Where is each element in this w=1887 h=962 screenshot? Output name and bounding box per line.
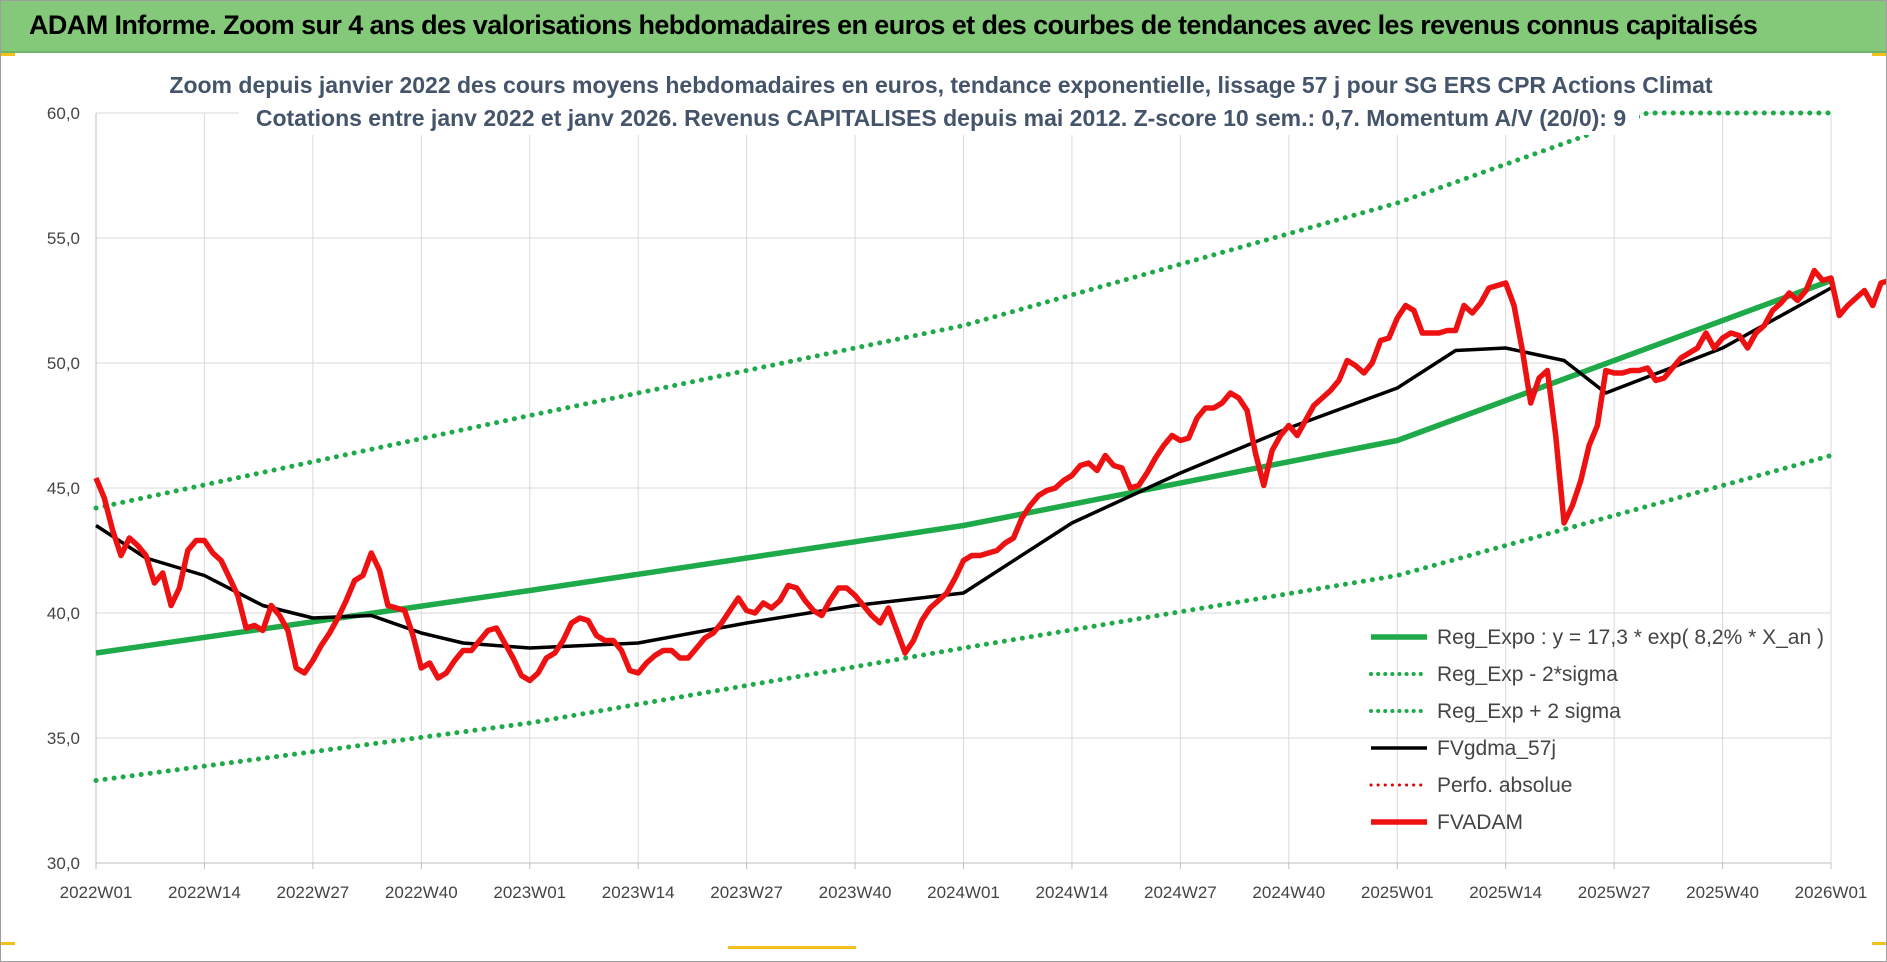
legend-label: FVgdma_57j	[1437, 737, 1556, 760]
axis-labels: 30,0 35,0 40,0 45,0 50,0 55,0 60,0 2022W01 2022W…	[47, 104, 1867, 902]
series-layer	[93, 110, 1886, 783]
bottom-mark	[728, 946, 856, 949]
grid-lines	[95, 112, 1832, 869]
x-tick-label: 2025W14	[1469, 883, 1542, 902]
chart-title-line2: Cotations entre janv 2022 et janv 2026. …	[256, 105, 1626, 131]
x-tick-label: 2023W27	[710, 883, 783, 902]
x-tick-label: 2025W01	[1361, 883, 1434, 902]
x-tick-label: 2024W01	[927, 883, 1000, 902]
x-tick-label: 2025W40	[1686, 883, 1759, 902]
x-tick-label: 2024W40	[1252, 883, 1325, 902]
x-tick-label: 2022W27	[276, 883, 349, 902]
x-tick-label: 2024W14	[1036, 883, 1109, 902]
corner-mark	[1872, 942, 1886, 945]
corner-mark	[1872, 53, 1886, 56]
x-tick-label: 2022W01	[60, 883, 133, 902]
x-tick-label: 2024W27	[1144, 883, 1217, 902]
series-line-reg-exp-2-sigma	[93, 110, 1834, 511]
x-tick-label: 2023W01	[493, 883, 566, 902]
banner-title: ADAM Informe. Zoom sur 4 ans des valoris…	[29, 10, 1758, 40]
y-tick-label: 45,0	[47, 479, 80, 498]
x-tick-label: 2023W40	[819, 883, 892, 902]
x-tick-label: 2022W14	[168, 883, 241, 902]
legend-label: Reg_Exp - 2*sigma	[1437, 663, 1618, 686]
legend: Reg_Expo : y = 17,3 * exp( 8,2% * X_an )…	[1369, 626, 1824, 834]
title-banner: ADAM Informe. Zoom sur 4 ans des valoris…	[1, 1, 1886, 53]
series-line-fvadam	[93, 267, 1886, 684]
y-tick-label: 40,0	[47, 604, 80, 623]
legend-label: Perfo. absolue	[1437, 774, 1572, 797]
series-line-reg-expo-y-17-3-exp-8-2-x-an	[95, 277, 1832, 656]
y-tick-label: 60,0	[47, 104, 80, 123]
y-tick-label: 55,0	[47, 229, 80, 248]
y-tick-label: 50,0	[47, 354, 80, 373]
legend-label: Reg_Exp + 2 sigma	[1437, 700, 1621, 723]
x-tick-label: 2022W40	[385, 883, 458, 902]
y-tick-label: 35,0	[47, 729, 80, 748]
legend-label: Reg_Expo : y = 17,3 * exp( 8,2% * X_an )	[1437, 626, 1824, 649]
x-tick-label: 2025W27	[1578, 883, 1651, 902]
legend-label: FVADAM	[1437, 811, 1523, 834]
corner-mark	[1, 942, 15, 945]
corner-mark	[1, 53, 15, 56]
chart-title-line1: Zoom depuis janvier 2022 des cours moyen…	[169, 72, 1713, 98]
chart-area: 30,0 35,0 40,0 45,0 50,0 55,0 60,0 2022W01 2022W…	[47, 63, 1886, 902]
x-tick-label: 2026W01	[1795, 883, 1868, 902]
series-line-reg-exp-2-sigma	[93, 453, 1834, 783]
chart-title-background	[239, 63, 1639, 135]
y-tick-label: 30,0	[47, 854, 80, 873]
x-tick-label: 2023W14	[602, 883, 675, 902]
